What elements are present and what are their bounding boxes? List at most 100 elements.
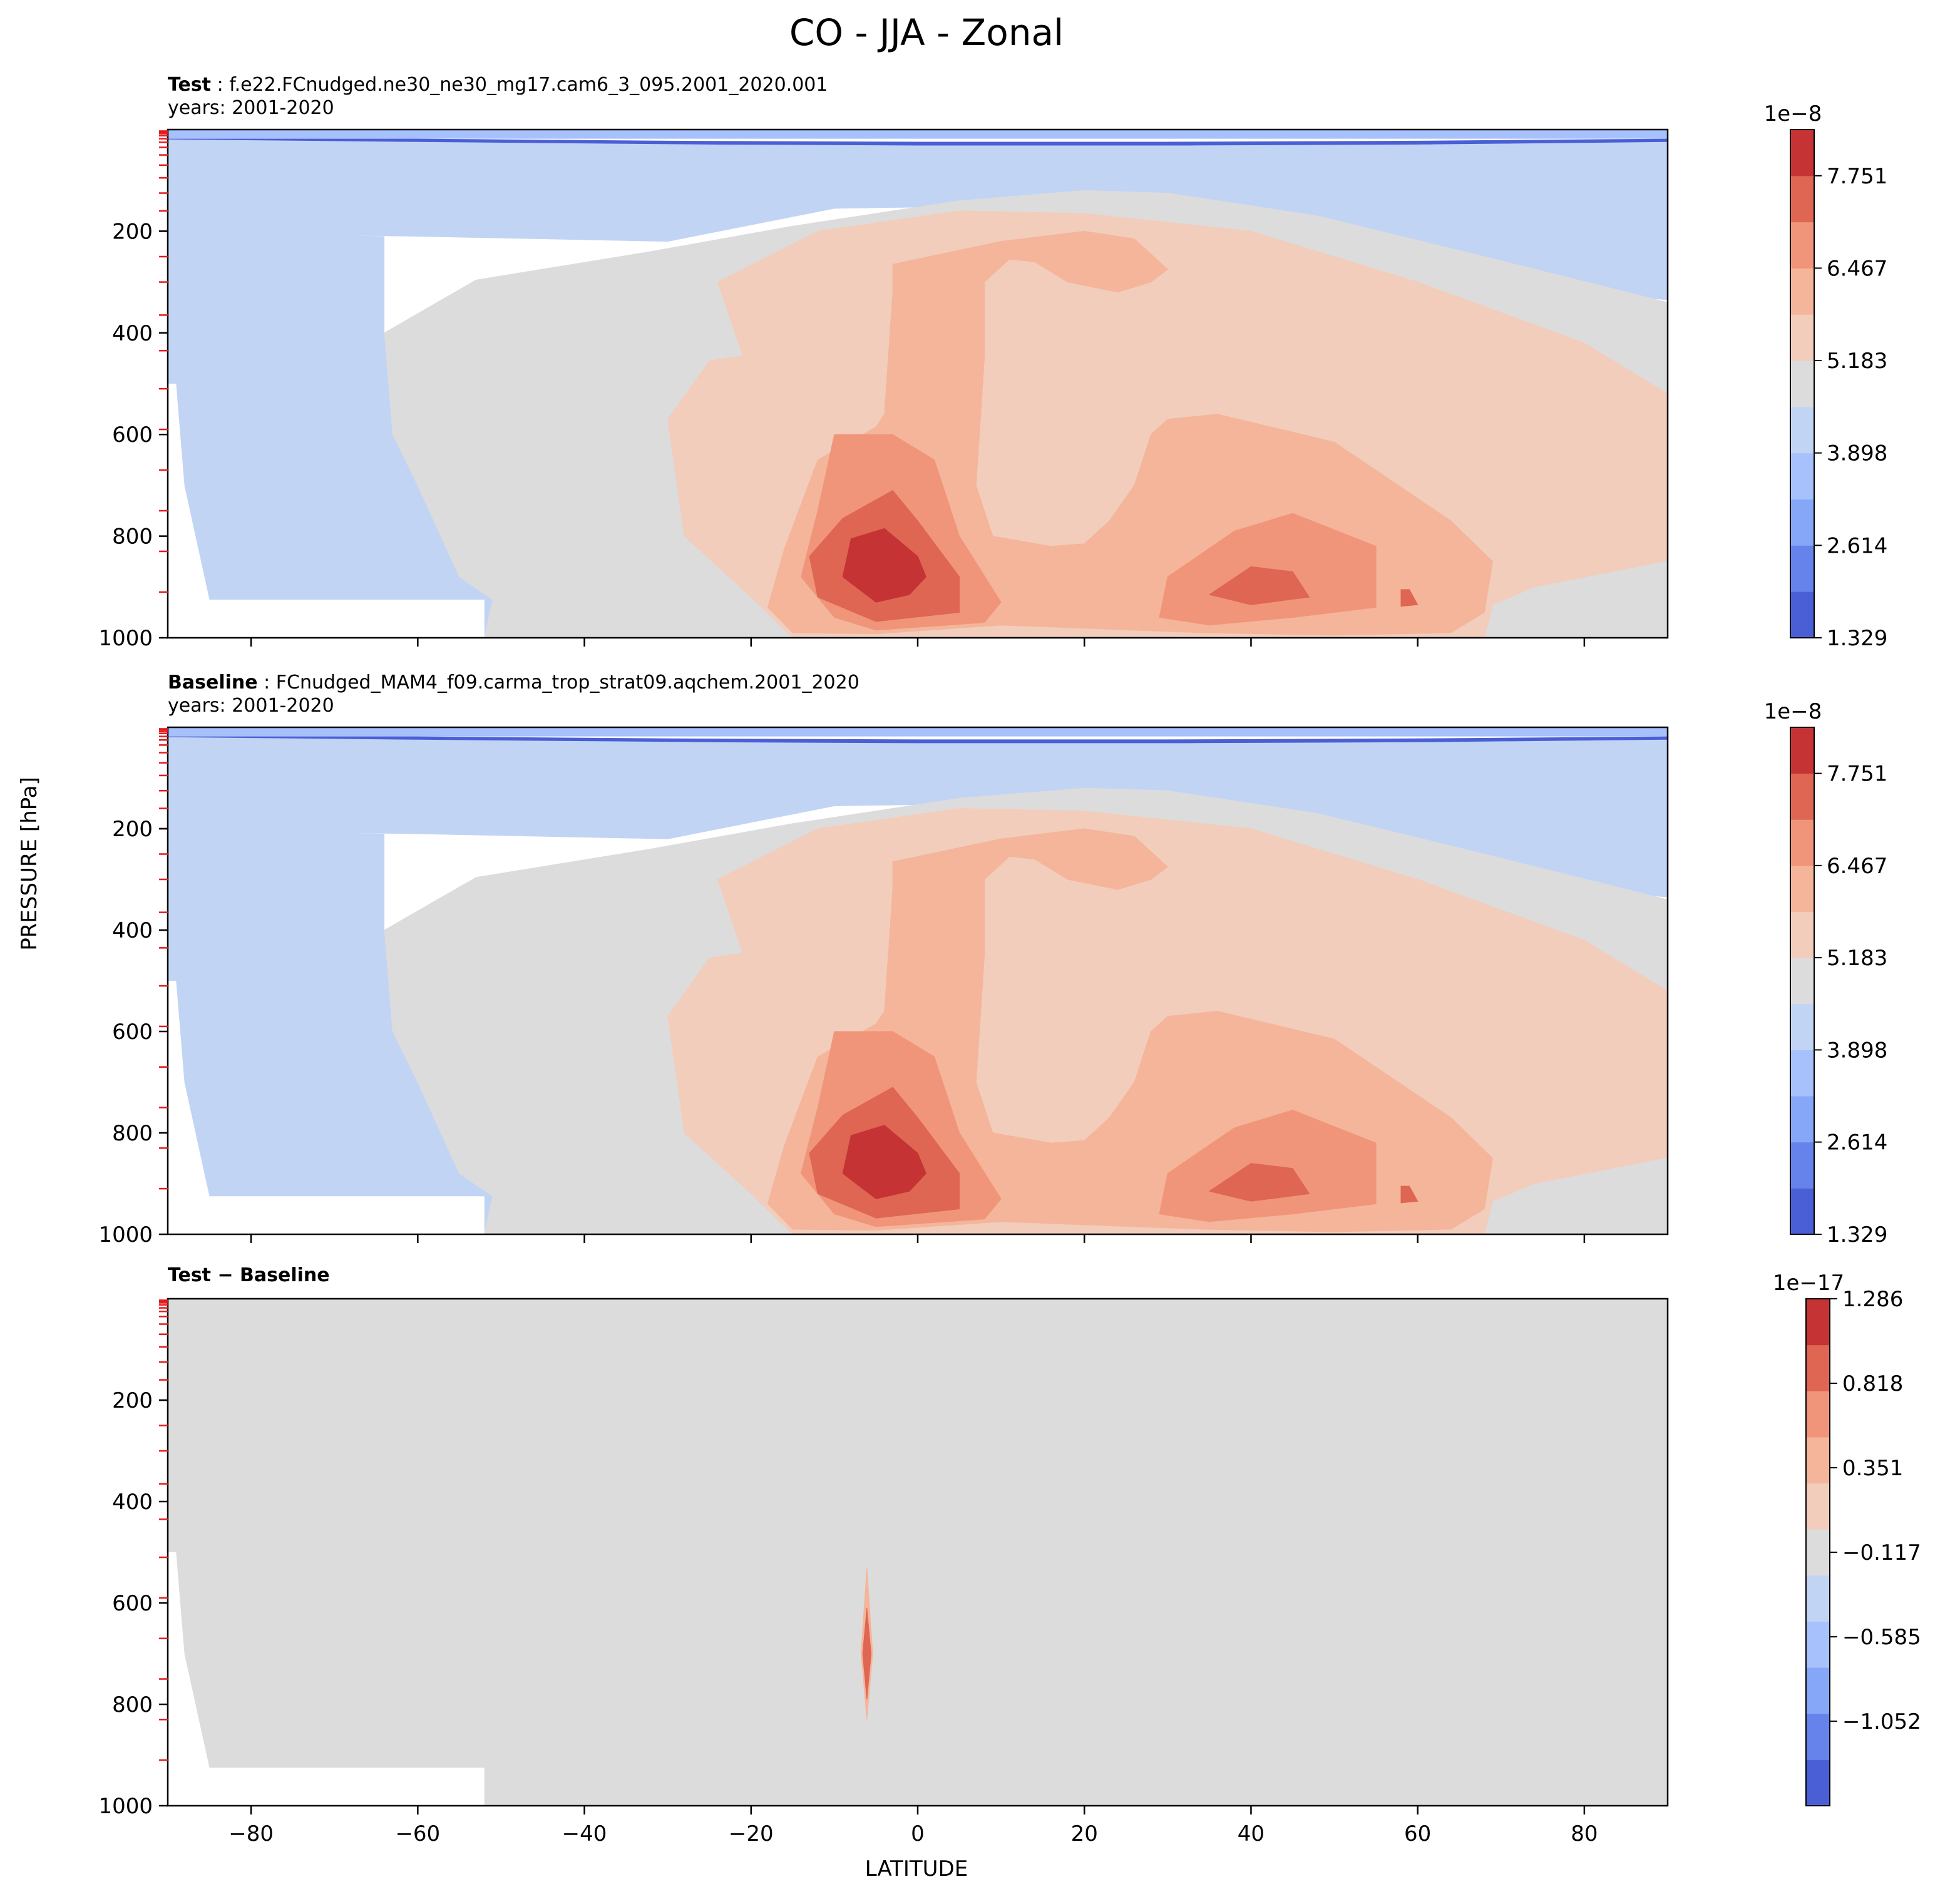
panel-heading-bold: Test − Baseline — [168, 1264, 330, 1286]
colorbar-swatch — [1806, 1391, 1830, 1438]
colorbar-swatch — [1790, 819, 1814, 866]
colorbar-swatch — [1790, 911, 1814, 958]
y-tick-label: 800 — [112, 525, 153, 550]
colorbar-swatch — [1806, 1759, 1830, 1806]
y-tick-label: 400 — [112, 918, 153, 943]
x-tick-label: 80 — [1571, 1821, 1598, 1846]
colorbar-tick-label: 5.183 — [1827, 946, 1887, 971]
panel-heading-bold: Baseline — [168, 672, 258, 694]
contour-field — [168, 1299, 1668, 1806]
colorbar-swatch — [1790, 1050, 1814, 1097]
contour-band — [168, 231, 493, 638]
missing-data-region — [168, 384, 485, 638]
colorbar-tick-label: −0.585 — [1842, 1625, 1921, 1650]
y-tick-label: 200 — [112, 219, 153, 244]
colorbar-2: 1.329 2.614 3.898 5.183 6.467 7.751 1e−8 — [1764, 699, 1888, 1247]
contour-field — [168, 130, 1668, 638]
colorbar-swatch — [1790, 1188, 1814, 1235]
colorbar-tick-label: 7.751 — [1827, 164, 1887, 189]
contour-region — [1208, 1163, 1310, 1202]
colorbar-offset-text: 1e−8 — [1764, 101, 1822, 126]
figure-title: CO - JJA - Zonal — [789, 11, 1064, 54]
panel-years: years: 2001-2020 — [168, 695, 334, 717]
y-tick-label: 1000 — [98, 626, 153, 651]
colorbar-tick-label: 1.286 — [1842, 1287, 1903, 1312]
panels: Test : f.e22.FCnudged.ne30_ne30_mg17.cam… — [98, 74, 1921, 1846]
colorbar-swatch — [1806, 1344, 1830, 1391]
colorbar-tick-label: 2.614 — [1827, 533, 1887, 558]
colorbar-swatch — [1790, 1142, 1814, 1189]
panel-heading-case: : FCnudged_MAM4_f09.carma_trop_strat09.a… — [258, 672, 859, 694]
colorbar-tick-label: 1.329 — [1827, 626, 1887, 651]
x-tick-label: −40 — [562, 1821, 607, 1846]
colorbar-swatch — [1806, 1436, 1830, 1484]
colorbar-swatch — [1790, 545, 1814, 592]
y-axis-label: PRESSURE [hPa] — [17, 777, 42, 950]
y-tick-label: 1000 — [98, 1222, 153, 1247]
colorbar-tick-label: 0.351 — [1842, 1456, 1903, 1481]
contour-band — [168, 829, 493, 1234]
contour-field — [168, 727, 1668, 1234]
x-tick-label: 20 — [1071, 1821, 1098, 1846]
colorbar-swatch — [1790, 130, 1814, 177]
x-tick-label: 40 — [1238, 1821, 1265, 1846]
contour-band — [168, 130, 1668, 139]
x-tick-label: −20 — [729, 1821, 774, 1846]
colorbar-swatch — [1790, 958, 1814, 1005]
colorbar-tick-label: 3.898 — [1827, 1038, 1887, 1063]
colorbar-swatch — [1790, 453, 1814, 500]
panel-years: years: 2001-2020 — [168, 97, 334, 119]
colorbar-frame — [1790, 727, 1815, 1235]
colorbar-swatch — [1790, 865, 1814, 913]
colorbar-swatch — [1790, 222, 1814, 269]
colorbar-tick-label: 6.467 — [1827, 854, 1887, 879]
contour-band — [168, 727, 1668, 737]
panel-heading: Test : f.e22.FCnudged.ne30_ne30_mg17.cam… — [168, 74, 828, 96]
panel-heading-case: : f.e22.FCnudged.ne30_ne30_mg17.cam6_3_0… — [211, 74, 828, 96]
colorbar-swatch — [1790, 1003, 1814, 1050]
y-tick-label: 400 — [112, 321, 153, 346]
x-tick-label: −80 — [228, 1821, 274, 1846]
contour-region — [842, 1125, 926, 1199]
colorbar-swatch — [1806, 1713, 1830, 1760]
y-tick-label: 400 — [112, 1490, 153, 1515]
colorbar-tick-label: −0.117 — [1842, 1540, 1921, 1565]
y-tick-label: 600 — [112, 422, 153, 448]
y-tick-label: 1000 — [98, 1794, 153, 1819]
x-axis-label: LATITUDE — [865, 1856, 968, 1881]
contour-region — [168, 1299, 1668, 1806]
colorbar-swatch — [1790, 406, 1814, 454]
y-tick-label: 200 — [112, 1388, 153, 1413]
colorbar-tick-label: 6.467 — [1827, 256, 1887, 281]
colorbar-1: 1.329 2.614 3.898 5.183 6.467 7.751 1e−8 — [1764, 101, 1888, 651]
missing-data-region — [168, 981, 485, 1234]
colorbar-swatch — [1806, 1483, 1830, 1530]
colorbar-tick-label: 3.898 — [1827, 441, 1887, 466]
contour-region — [1208, 566, 1310, 605]
colorbar-tick-label: 7.751 — [1827, 762, 1887, 787]
colorbar-swatch — [1806, 1529, 1830, 1576]
contour-region — [1400, 1185, 1419, 1204]
colorbar-swatch — [1790, 268, 1814, 315]
colorbar-frame — [1790, 129, 1815, 638]
y-tick-label: 600 — [112, 1020, 153, 1045]
y-tick-label: 800 — [112, 1692, 153, 1717]
colorbar-tick-label: 1.329 — [1827, 1222, 1887, 1247]
y-tick-label: 600 — [112, 1591, 153, 1616]
contour-region — [842, 528, 926, 603]
colorbar-tick-label: 0.818 — [1842, 1371, 1903, 1396]
colorbar-swatch — [1806, 1621, 1830, 1668]
colorbar-swatch — [1790, 773, 1814, 820]
colorbar-offset-text: 1e−17 — [1773, 1271, 1844, 1296]
panel-2: Baseline : FCnudged_MAM4_f09.carma_trop_… — [98, 672, 1887, 1247]
colorbar-swatch — [1790, 314, 1814, 361]
x-tick-label: 0 — [911, 1821, 925, 1846]
colorbar-swatch — [1806, 1575, 1830, 1622]
panel-heading: Baseline : FCnudged_MAM4_f09.carma_trop_… — [168, 672, 859, 694]
y-tick-label: 200 — [112, 817, 153, 842]
colorbar-offset-text: 1e−8 — [1764, 699, 1822, 724]
colorbar-tick-label: −1.052 — [1842, 1709, 1921, 1734]
